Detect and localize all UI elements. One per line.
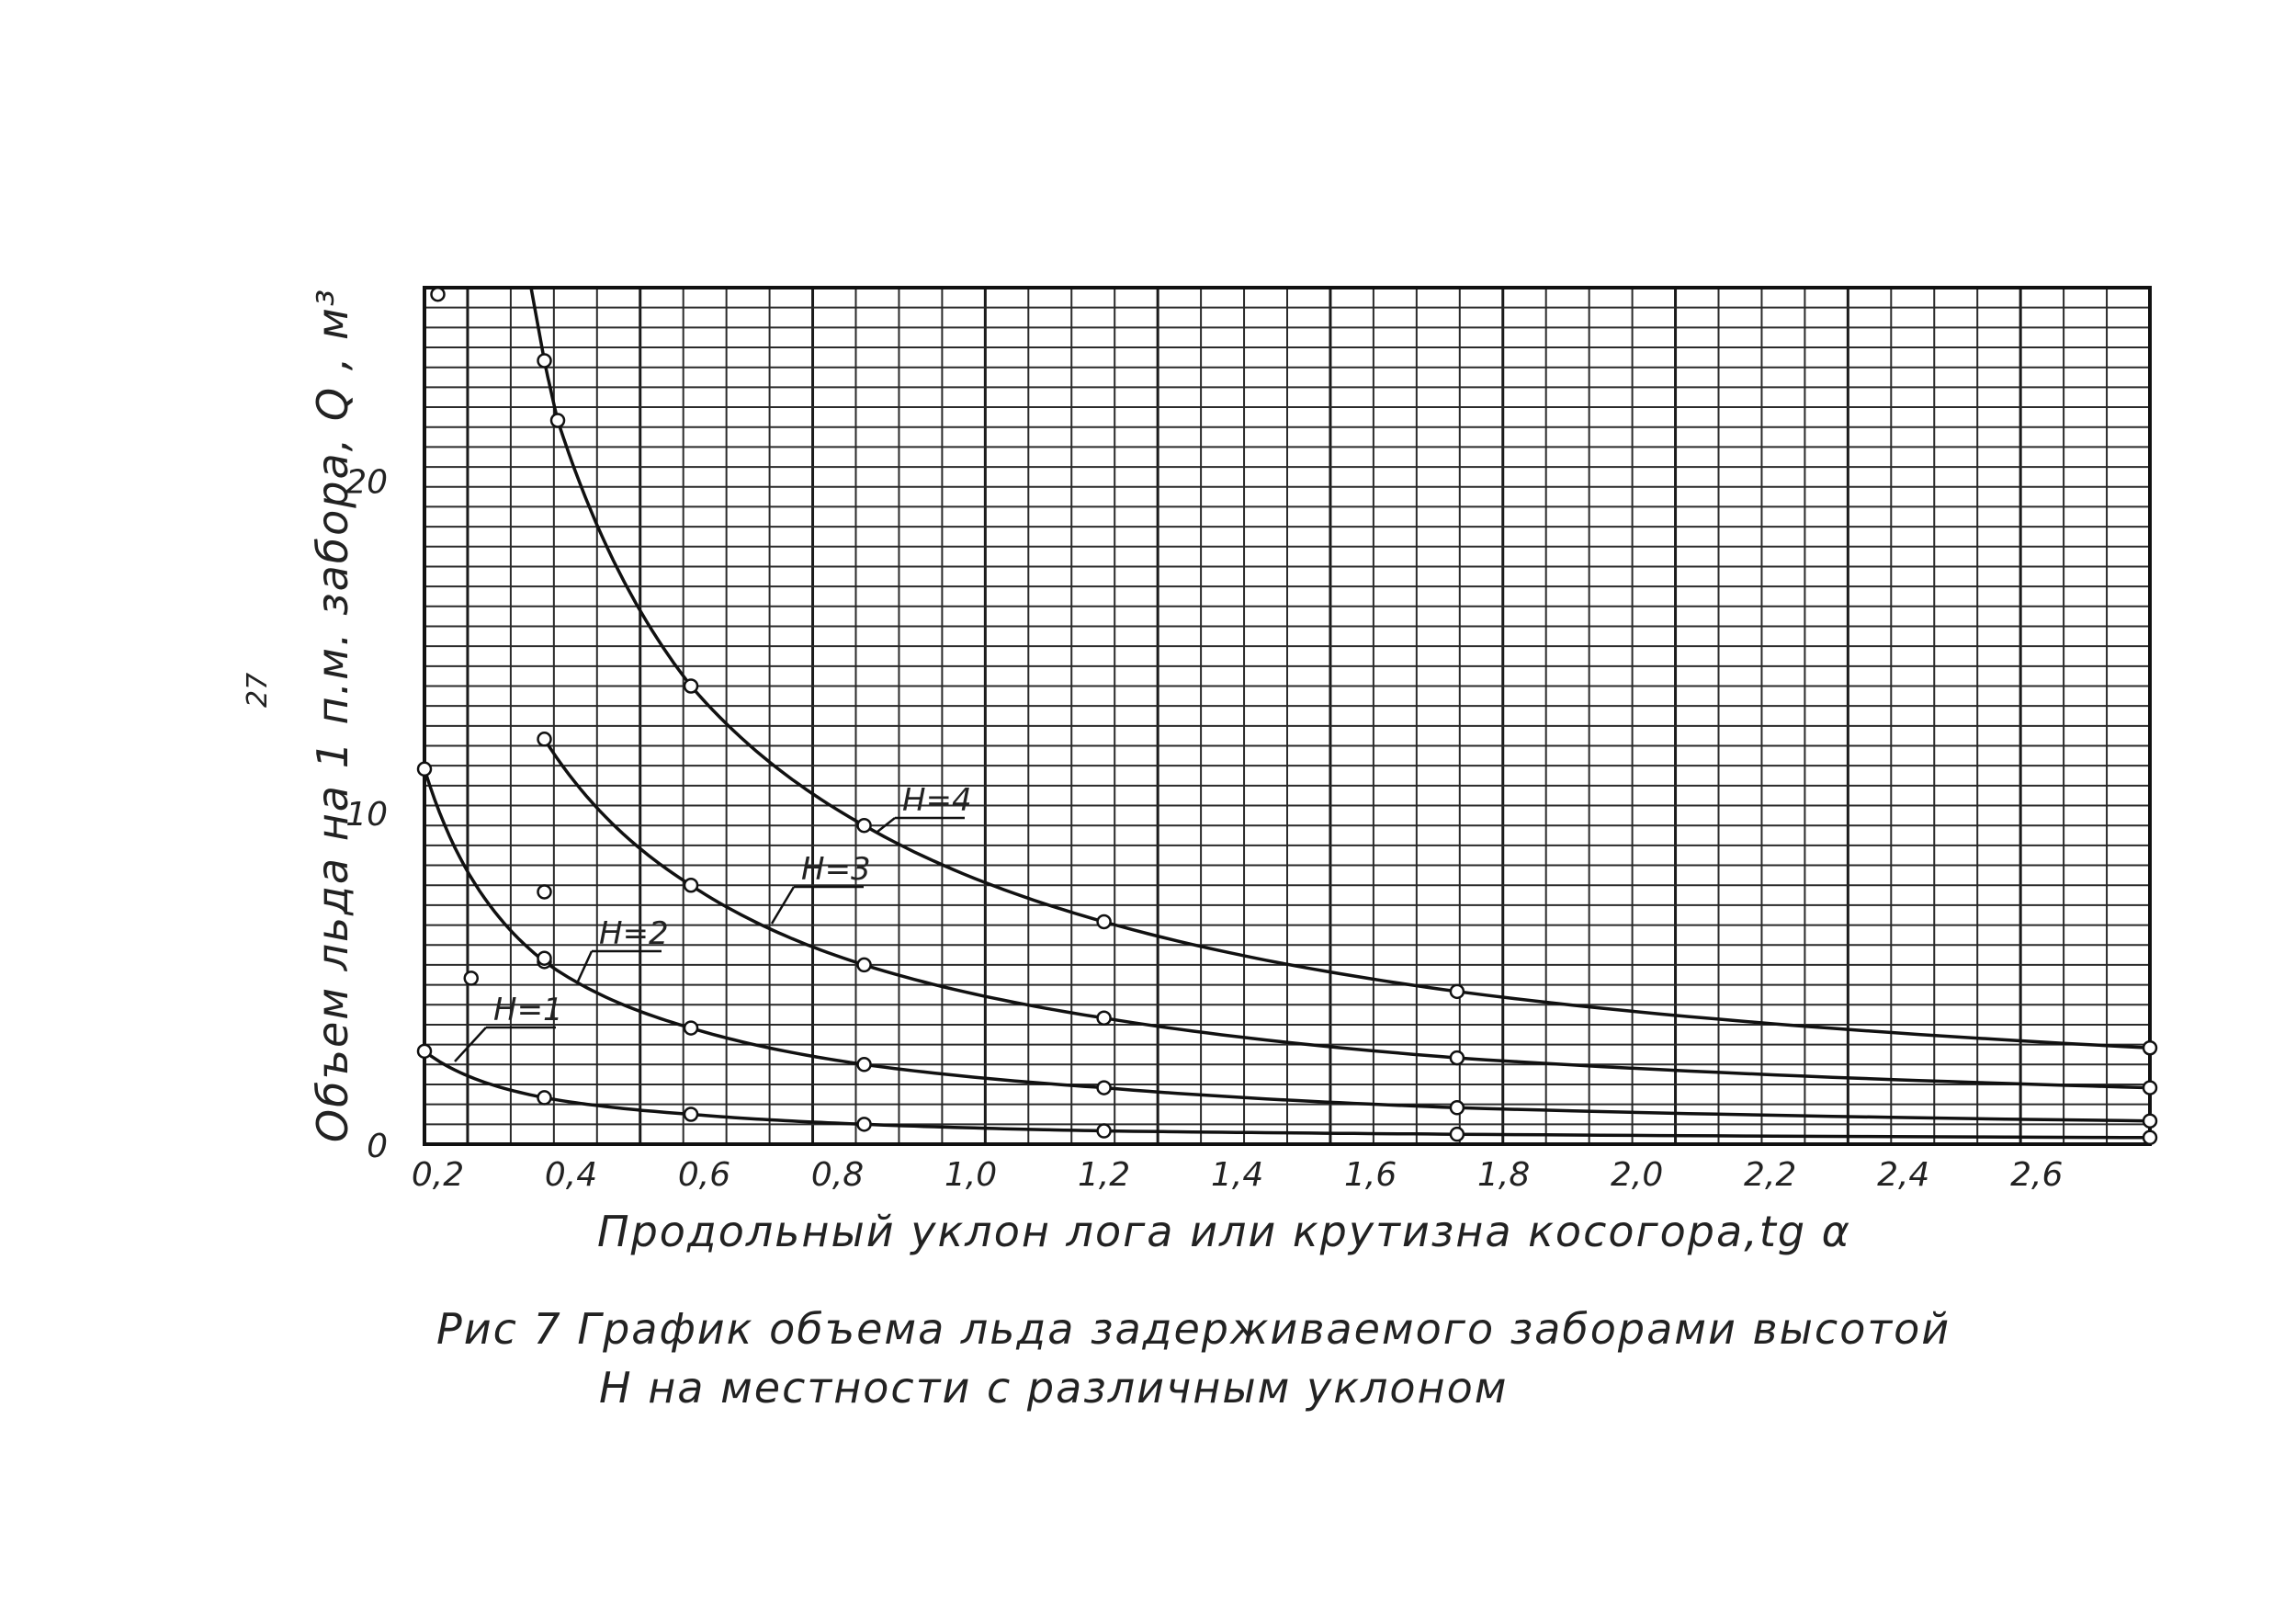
data-point: [2142, 1039, 2158, 1056]
data-point-extra: [463, 970, 480, 986]
data-point: [856, 1057, 872, 1073]
data-point: [549, 413, 566, 428]
x-tick-label: 2,0: [1611, 1156, 1663, 1194]
data-point: [2142, 1113, 2158, 1129]
data-point: [1449, 1050, 1465, 1066]
data-point: [2142, 1080, 2158, 1095]
curve-label-leader: [454, 1026, 556, 1062]
data-point: [416, 761, 433, 777]
data-point: [856, 1117, 872, 1132]
data-point: [1096, 914, 1112, 930]
curve-label-h-4: H=4: [902, 782, 972, 819]
data-point-extra: [537, 950, 552, 966]
data-point: [856, 957, 872, 973]
y-axis-label: Объем льда на 1 п.м. забора, Q , м³: [308, 288, 357, 1142]
data-point: [537, 732, 552, 747]
x-axis-label: Продольный уклон лога или крутизна косог…: [597, 1207, 1851, 1256]
y-tick-label: 0: [367, 1128, 388, 1165]
x-tick-label: 2,6: [2010, 1156, 2063, 1194]
data-point: [683, 877, 699, 893]
data-point: [683, 1107, 699, 1122]
figure-caption-line-2: Н на местности с различным уклоном: [599, 1363, 1508, 1413]
data-point: [683, 1020, 699, 1036]
curve-label-leader: [770, 885, 864, 925]
x-tick-labels: 0,2 0,4 0,6 0,8 1,0 1,2 1,4 1,6 1,8 2,0 2,2 2,4 2,6: [412, 1156, 2063, 1194]
grid: [424, 288, 2150, 1144]
figure-caption-line-1: Рис 7 График объема льда задерживаемого …: [436, 1304, 1951, 1354]
y-tick-label: 20: [345, 464, 388, 502]
x-tick-label: 1,8: [1477, 1156, 1530, 1194]
x-tick-label: 1,4: [1211, 1156, 1263, 1194]
data-points: [416, 286, 2158, 1146]
data-point: [683, 678, 699, 694]
data-point: [1449, 983, 1465, 1000]
curve-label-leader: [575, 949, 662, 984]
data-point: [856, 817, 872, 834]
x-tick-label: 0,2: [412, 1156, 464, 1194]
y-tick-label: 10: [345, 796, 388, 834]
x-tick-label: 0,4: [545, 1156, 597, 1194]
data-point: [537, 1090, 552, 1106]
curve-label-h-2: H=2: [599, 915, 669, 952]
data-point: [1449, 1126, 1465, 1142]
data-point-extra: [537, 884, 552, 900]
data-point: [1449, 1100, 1465, 1116]
curve-h-3: [543, 738, 2151, 1090]
data-point: [1096, 1080, 1112, 1095]
x-tick-label: 0,6: [678, 1156, 730, 1194]
x-tick-label: 1,2: [1078, 1156, 1130, 1194]
curve-label-h-3: H=3: [801, 851, 871, 888]
data-point: [416, 1043, 433, 1060]
x-tick-label: 1,6: [1344, 1156, 1397, 1194]
data-point-extra: [430, 286, 446, 302]
curve-label-leader: [877, 816, 965, 833]
curve-labels: H=1 H=2 H=3 H=4: [454, 782, 972, 1062]
x-tick-label: 2,4: [1877, 1156, 1929, 1194]
x-tick-label: 2,2: [1744, 1156, 1796, 1194]
plot-frame: [423, 286, 2152, 1146]
curve-label-h-1: H=1: [493, 992, 563, 1028]
data-point: [1096, 1123, 1112, 1139]
x-tick-label: 1,0: [944, 1156, 997, 1194]
page-mark: 27: [242, 673, 274, 708]
data-point: [537, 353, 552, 369]
y-tick-labels: 0 10 20: [345, 464, 388, 1165]
data-point: [1096, 1010, 1112, 1026]
curve-h-4: [529, 287, 2151, 1050]
data-point: [2142, 1129, 2158, 1146]
x-tick-label: 0,8: [811, 1156, 864, 1194]
